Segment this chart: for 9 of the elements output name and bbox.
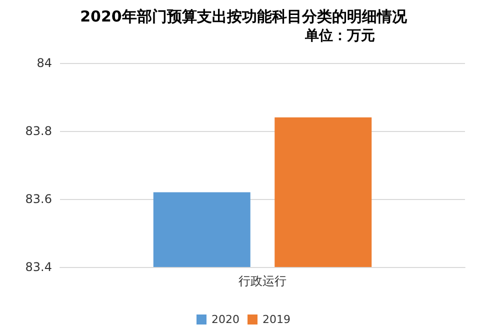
y-tick-label: 83.4 bbox=[25, 260, 52, 274]
legend-label: 2019 bbox=[262, 313, 290, 326]
x-tick-label: 行政运行 bbox=[238, 274, 286, 288]
chart-subtitle: 单位：万元 bbox=[304, 28, 375, 44]
chart-title: 2020年部门预算支出按功能科目分类的明细情况 bbox=[80, 8, 408, 26]
y-tick-label: 84 bbox=[36, 56, 52, 70]
y-tick-label: 83.8 bbox=[25, 124, 52, 138]
y-tick-label: 83.6 bbox=[25, 192, 52, 206]
legend-label: 2020 bbox=[212, 313, 240, 326]
